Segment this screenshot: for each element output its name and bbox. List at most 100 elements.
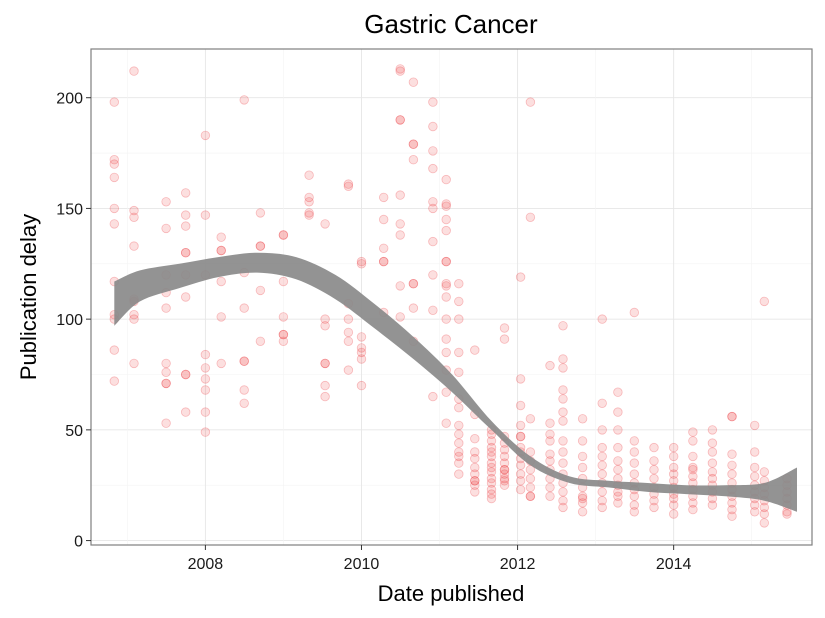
- data-point: [545, 436, 555, 446]
- data-point: [545, 429, 555, 440]
- y-axis-title: Publication delay: [16, 214, 41, 380]
- data-point: [486, 473, 497, 484]
- data-point: [486, 451, 497, 462]
- data-point: [200, 407, 211, 417]
- data-point: [515, 272, 526, 282]
- data-point: [395, 115, 405, 125]
- data-point: [239, 95, 249, 105]
- data-point: [499, 480, 510, 490]
- data-point: [597, 398, 607, 409]
- data-point: [255, 285, 266, 296]
- data-point: [278, 230, 289, 240]
- data-point: [649, 473, 659, 484]
- data-point: [180, 247, 191, 258]
- data-point: [356, 343, 367, 353]
- data-point: [597, 502, 607, 513]
- data-point: [558, 458, 568, 468]
- data-point: [558, 416, 568, 426]
- data-point: [525, 491, 536, 502]
- axis-ticks: [86, 97, 675, 550]
- data-point: [750, 462, 760, 473]
- data-point: [408, 303, 419, 313]
- data-point: [613, 498, 623, 508]
- data-point: [109, 159, 120, 169]
- data-point: [180, 210, 191, 220]
- data-point: [395, 190, 405, 200]
- data-point: [515, 431, 526, 442]
- data-point: [216, 276, 226, 287]
- data-point: [441, 387, 451, 397]
- data-point: [278, 230, 289, 240]
- data-point: [356, 354, 367, 364]
- data-point: [428, 270, 438, 280]
- data-point: [727, 411, 737, 422]
- data-point: [470, 345, 480, 355]
- data-point: [379, 256, 389, 267]
- data-point: [669, 462, 679, 473]
- data-point: [613, 425, 623, 435]
- data-point: [486, 447, 497, 457]
- data-point: [470, 476, 480, 486]
- data-point: [441, 418, 451, 428]
- data-point: [320, 358, 330, 369]
- x-tick-label-2014: 2014: [656, 556, 692, 573]
- data-point: [395, 66, 405, 76]
- data-point: [727, 498, 737, 508]
- data-point: [408, 77, 419, 87]
- data-point: [180, 247, 191, 258]
- data-point: [441, 314, 451, 324]
- data-point: [499, 458, 510, 468]
- y-tick-label-0: 0: [74, 534, 83, 551]
- data-point: [454, 447, 464, 457]
- data-point: [343, 314, 354, 324]
- data-point: [629, 436, 640, 446]
- data-point: [486, 493, 497, 504]
- data-point: [597, 451, 607, 462]
- data-point: [597, 314, 607, 324]
- data-point: [356, 380, 367, 391]
- data-point: [129, 241, 139, 251]
- data-point: [239, 398, 249, 409]
- data-point: [239, 356, 249, 366]
- data-point: [255, 241, 266, 251]
- x-tick-label-2008: 2008: [188, 556, 224, 573]
- data-point: [558, 385, 568, 395]
- data-point: [669, 509, 679, 519]
- data-point: [304, 210, 314, 220]
- data-point: [408, 139, 419, 149]
- data-point: [688, 504, 698, 515]
- data-point: [454, 403, 464, 413]
- data-point: [727, 411, 737, 422]
- data-point: [750, 471, 760, 482]
- data-point: [428, 236, 438, 247]
- data-point: [545, 482, 555, 493]
- data-point: [669, 451, 679, 462]
- data-point: [454, 469, 464, 479]
- data-point: [428, 97, 438, 107]
- data-point: [759, 518, 770, 528]
- data-point: [278, 336, 289, 347]
- smooth-confidence-band: [114, 252, 798, 512]
- data-point: [278, 329, 289, 340]
- data-point: [750, 500, 760, 510]
- data-point: [470, 476, 480, 486]
- data-point: [161, 378, 171, 389]
- data-point: [356, 347, 367, 358]
- data-point: [486, 489, 497, 499]
- data-point: [558, 321, 568, 331]
- data-point: [161, 418, 171, 428]
- data-point: [454, 347, 464, 358]
- data-point: [356, 256, 367, 267]
- y-tick-label-100: 100: [56, 312, 83, 329]
- data-point: [707, 438, 718, 448]
- x-tick-label-2012: 2012: [500, 556, 536, 573]
- data-point: [750, 447, 760, 457]
- data-point: [558, 394, 568, 404]
- data-point: [558, 502, 568, 513]
- data-point: [428, 146, 438, 156]
- data-point: [688, 427, 698, 437]
- data-point: [688, 498, 698, 508]
- data-point: [320, 380, 330, 391]
- data-point: [216, 312, 226, 322]
